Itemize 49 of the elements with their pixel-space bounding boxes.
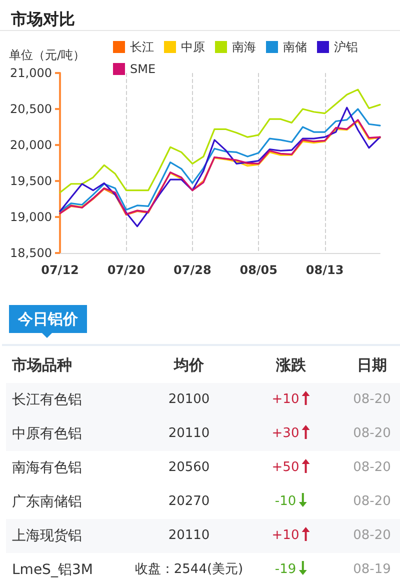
x-tick-label: 08/13	[306, 263, 344, 277]
x-tick-label: 07/12	[41, 263, 79, 277]
data-label: -10	[274, 494, 296, 509]
text: 08-20	[353, 493, 391, 511]
legend-label: 中原	[181, 40, 205, 54]
data-label: 20110	[168, 425, 210, 443]
category-label: 广东南储铝	[12, 493, 82, 511]
x-tick-label: 07/20	[107, 263, 146, 277]
data-label: +50	[272, 460, 300, 475]
y-axis-title: 单位（元/吨）	[9, 48, 86, 62]
y-tick-label: 20,000	[10, 138, 52, 152]
y-tick-label: 19,500	[10, 174, 52, 188]
legend-label: SME	[130, 62, 156, 76]
data-label: 20100	[168, 391, 210, 409]
text: 08-20	[353, 425, 391, 443]
data-label: 收盘：2544(美元)	[134, 561, 244, 579]
line-series	[59, 88, 381, 194]
data-label: +10	[272, 392, 300, 407]
text: 08-20	[353, 527, 391, 545]
text: 市场品种	[12, 356, 72, 374]
x-tick-label: 08/05	[240, 263, 278, 277]
series-label: 均价	[174, 356, 204, 374]
text: 涨跌	[276, 356, 306, 374]
text: 今日铝价	[9, 305, 87, 333]
legend-label: 沪铝	[334, 40, 358, 54]
data-label: 20110	[168, 527, 210, 545]
text: 日期	[357, 356, 387, 374]
data-label: +10	[272, 528, 300, 543]
category-label: 中原有色铝	[12, 425, 82, 443]
legend-label: 长江	[130, 40, 154, 54]
legend-label: 南海	[232, 40, 256, 54]
text: 08-19	[353, 561, 391, 579]
category-label: 长江有色铝	[12, 391, 82, 409]
data-label: 20270	[168, 493, 210, 511]
y-tick-label: 18,500	[10, 246, 52, 260]
category-label: 上海现货铝	[12, 527, 82, 545]
category-label: 南海有色铝	[12, 459, 82, 477]
data-label: 20560	[168, 459, 210, 477]
legend-label: 南储	[283, 40, 307, 54]
x-tick-label: 07/28	[174, 263, 212, 277]
y-tick-label: 21,000	[10, 66, 52, 80]
text: 08-20	[353, 459, 391, 477]
data-label: -19	[274, 562, 296, 577]
y-tick-label: 20,500	[10, 102, 52, 116]
category-label: LmeS_铝3M	[12, 561, 93, 579]
text: 08-20	[353, 391, 391, 409]
y-tick-label: 19,000	[10, 210, 52, 224]
chart-title: 市场对比	[10, 10, 75, 28]
data-label: +30	[272, 426, 300, 441]
